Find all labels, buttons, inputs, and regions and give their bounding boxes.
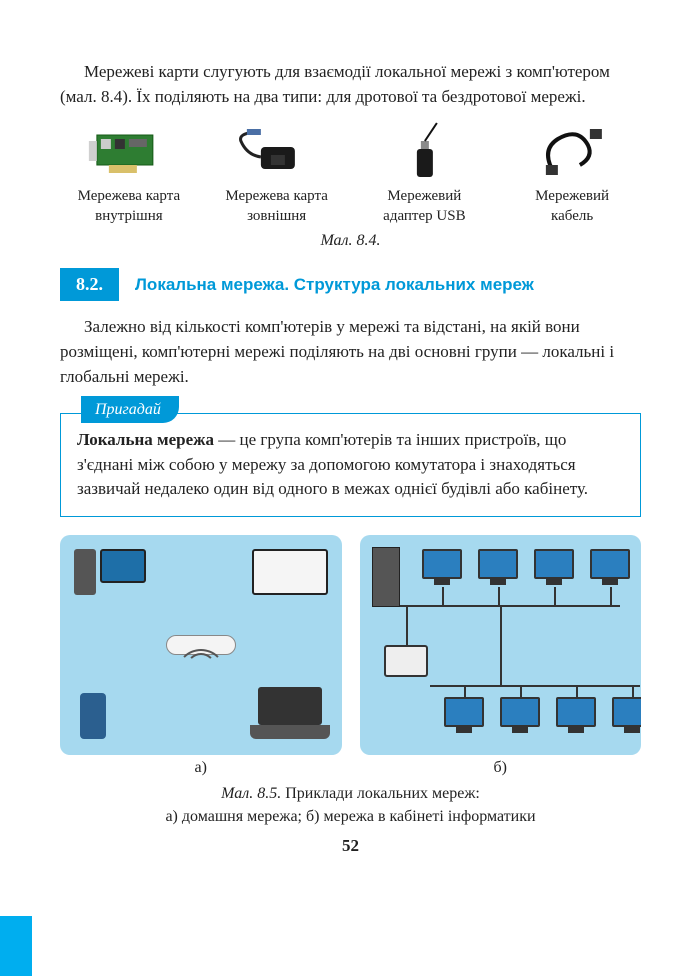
fig85-prefix: Мал. 8.5. [221,785,281,802]
network-wire [430,685,640,687]
page-number: 52 [60,836,641,856]
device-label-line1: Мережевий [356,187,494,207]
monitor-icon [100,549,146,583]
nic-external-icon [208,121,346,181]
intro-paragraph: Мережеві карти слугують для взаємодії ло… [60,60,641,109]
laptop-screen-icon [258,687,322,725]
phone-icon [80,693,106,739]
wifi-arc-icon [176,649,226,699]
ethernet-cable-icon [503,121,641,181]
monitor-icon [612,697,642,727]
fig85-line2: а) домашня мережа; б) мережа в кабінеті … [165,808,535,825]
device-image [503,121,641,181]
figure-8-4-caption: Мал. 8.4. [60,232,641,250]
network-wire [576,685,578,697]
device-label-line1: Мережевий [503,187,641,207]
device-image [356,121,494,181]
recall-tab: Пригадай [81,396,179,423]
panel-a-label: а) [60,759,342,777]
network-wire [610,587,612,605]
tv-icon [252,549,328,595]
diagram-row: а) [60,535,641,777]
side-tab [0,916,32,976]
device-image [60,121,198,181]
server-icon [372,547,400,607]
device-image [208,121,346,181]
device-cable: Мережевий кабель [503,121,641,226]
device-label-line2: внутрішня [60,207,198,227]
monitor-icon [422,549,462,579]
recall-term: Локальна мережа [77,430,214,449]
diagram-b-wrapper: б) [360,535,642,777]
network-wire [554,587,556,605]
network-wire [400,605,620,607]
body-paragraph: Залежно від кількості комп'ютерів у мере… [60,315,641,389]
device-row: Мережева карта внутрішня Мережева карта … [60,121,641,226]
section-header: 8.2. Локальна мережа. Структура локальни… [60,268,641,301]
network-wire [406,605,408,645]
device-label-line2: адаптер USB [356,207,494,227]
diagram-lab-network [360,535,642,755]
device-label-line1: Мережева карта [208,187,346,207]
monitor-icon [478,549,518,579]
device-card-internal: Мережева карта внутрішня [60,121,198,226]
recall-box: Пригадай Локальна мережа — це група комп… [60,413,641,517]
diagram-home-network [60,535,342,755]
network-wire [498,587,500,605]
page-content: Мережеві карти слугують для взаємодії ло… [0,0,681,876]
monitor-icon [444,697,484,727]
network-wire [442,587,444,605]
diagram-a-wrapper: а) [60,535,342,777]
network-wire [520,685,522,697]
network-wire [632,685,634,697]
monitor-icon [500,697,540,727]
section-number: 8.2. [60,268,119,301]
fig85-rest: Приклади локальних мереж: [281,785,480,802]
device-card-external: Мережева карта зовнішня [208,121,346,226]
monitor-icon [534,549,574,579]
nic-internal-icon [60,121,198,181]
monitor-icon [590,549,630,579]
device-label-line2: кабель [503,207,641,227]
network-wire [500,605,502,685]
figure-8-5-caption: Мал. 8.5. Приклади локальних мереж: а) д… [60,783,641,828]
device-label-line1: Мережева карта [60,187,198,207]
panel-b-label: б) [360,759,642,777]
network-wire [464,685,466,697]
section-title: Локальна мережа. Структура локальних мер… [135,275,534,295]
device-label-line2: зовнішня [208,207,346,227]
laptop-base-icon [250,725,330,739]
device-usb-adapter: Мережевий адаптер USB [356,121,494,226]
monitor-icon [556,697,596,727]
printer-icon [384,645,428,677]
pc-tower-icon [74,549,96,595]
usb-adapter-icon [356,121,494,181]
